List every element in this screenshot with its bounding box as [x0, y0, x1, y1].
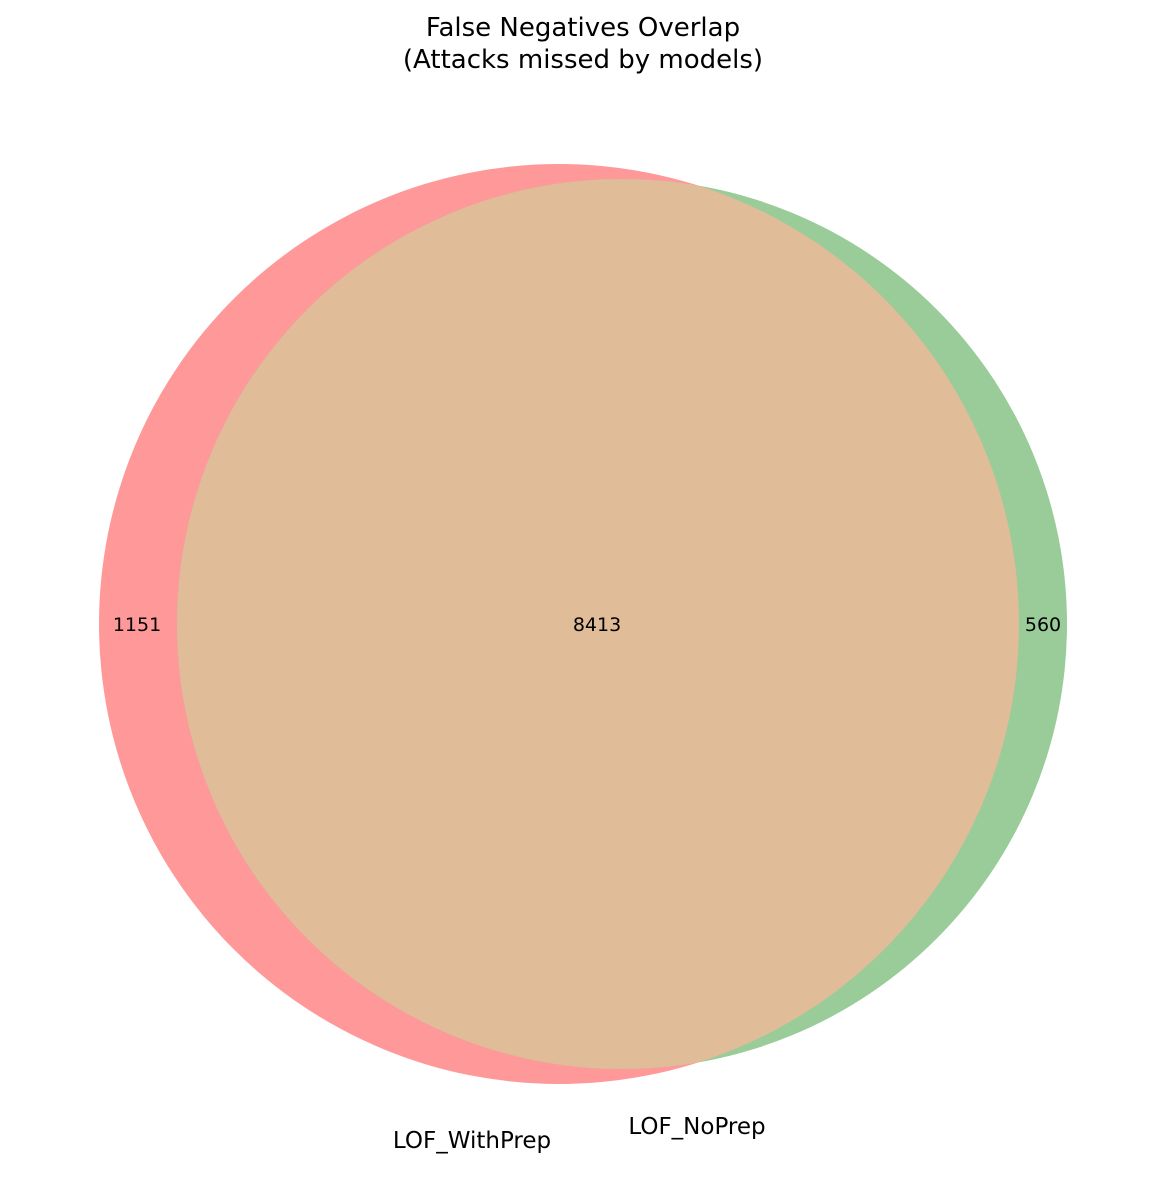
set-label-lof-noprep: LOF_NoPrep: [628, 1114, 765, 1140]
region-count-overlap: 8413: [573, 614, 621, 636]
chart-title-line-1: False Negatives Overlap: [426, 13, 740, 43]
chart-title-line-2: (Attacks missed by models): [403, 45, 763, 75]
region-count-only-lof-noprep: 560: [1025, 614, 1061, 636]
region-count-only-lof-withprep: 1151: [113, 614, 161, 636]
set-label-lof-withprep: LOF_WithPrep: [393, 1128, 551, 1154]
venn-overlap-region: [177, 179, 1019, 1069]
